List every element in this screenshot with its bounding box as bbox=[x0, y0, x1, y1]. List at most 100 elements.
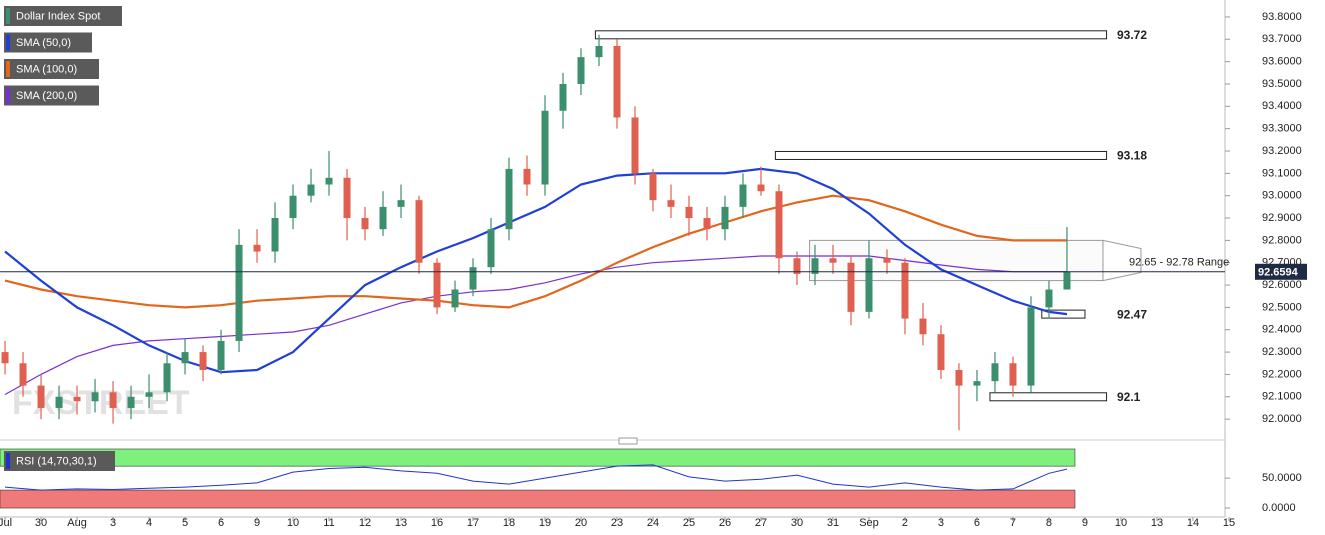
x-tick-label: 5 bbox=[182, 517, 188, 529]
candle-body bbox=[379, 206, 387, 230]
rsi-y-tick-label: 0.0000 bbox=[1262, 502, 1296, 514]
candle-body bbox=[793, 258, 801, 274]
candle-body bbox=[235, 244, 243, 341]
candle-body bbox=[73, 396, 81, 402]
x-tick-label: 7 bbox=[1010, 517, 1016, 529]
rsi-legend-swatch bbox=[6, 453, 10, 469]
legend-label: SMA (100,0) bbox=[16, 63, 77, 75]
candle-body bbox=[199, 352, 207, 370]
y-tick-label: 93.8000 bbox=[1262, 11, 1302, 23]
candle-body bbox=[505, 168, 513, 230]
legend-box[interactable] bbox=[4, 32, 92, 53]
x-tick-label: 30 bbox=[791, 517, 803, 529]
x-tick-label: Sep bbox=[859, 517, 879, 529]
candle-body bbox=[289, 195, 297, 219]
candle-body bbox=[577, 57, 585, 84]
panel-handle[interactable] bbox=[618, 437, 638, 445]
y-tick-label: 92.1000 bbox=[1262, 391, 1302, 403]
x-tick-label: 26 bbox=[719, 517, 731, 529]
legend-swatch bbox=[6, 8, 10, 24]
rsi-legend-label: RSI (14,70,30,1) bbox=[16, 455, 97, 467]
x-tick-label: 8 bbox=[1046, 517, 1052, 529]
x-tick-label: 13 bbox=[1151, 517, 1163, 529]
x-tick-label: 9 bbox=[254, 517, 260, 529]
level-label: 93.72 bbox=[1117, 28, 1147, 42]
x-tick-label: 18 bbox=[503, 517, 515, 529]
candle-body bbox=[685, 206, 693, 219]
y-tick-label: 92.8000 bbox=[1262, 234, 1302, 246]
candle-body bbox=[631, 117, 639, 174]
legend-box[interactable] bbox=[4, 85, 99, 106]
candle-body bbox=[325, 177, 333, 185]
candle-body bbox=[307, 184, 315, 196]
level-label: 92.1 bbox=[1117, 390, 1141, 404]
candle-body bbox=[973, 381, 981, 386]
candle-body bbox=[397, 200, 405, 207]
candle-body bbox=[109, 392, 117, 408]
y-tick-label: 93.6000 bbox=[1262, 56, 1302, 68]
candle-body bbox=[721, 206, 729, 230]
x-tick-label: 31 bbox=[827, 517, 839, 529]
candle-body bbox=[865, 258, 873, 312]
range-label: 92.65 - 92.78 Range bbox=[1129, 256, 1229, 268]
candle-body bbox=[163, 363, 171, 393]
y-tick-label: 92.2000 bbox=[1262, 368, 1302, 380]
y-tick-label: 93.7000 bbox=[1262, 33, 1302, 45]
y-tick-label: 92.9000 bbox=[1262, 212, 1302, 224]
y-tick-label: 93.0000 bbox=[1262, 190, 1302, 202]
candle-body bbox=[487, 229, 495, 268]
x-tick-label: 25 bbox=[683, 517, 695, 529]
candle-body bbox=[451, 289, 459, 308]
candle-body bbox=[1027, 307, 1035, 386]
x-tick-label: 17 bbox=[467, 517, 479, 529]
candle-body bbox=[433, 262, 441, 308]
x-tick-label: 3 bbox=[938, 517, 944, 529]
x-tick-label: 3 bbox=[110, 517, 116, 529]
x-tick-label: 16 bbox=[431, 517, 443, 529]
candle-body bbox=[757, 184, 765, 192]
candle-body bbox=[955, 369, 963, 386]
rsi-line bbox=[4, 464, 1068, 491]
candle-body bbox=[415, 200, 423, 263]
x-tick-label: 27 bbox=[755, 517, 767, 529]
y-tick-label: 92.6000 bbox=[1262, 279, 1302, 291]
candle-body bbox=[703, 218, 711, 230]
candle-body bbox=[217, 340, 225, 370]
level-label: 93.18 bbox=[1117, 149, 1147, 163]
legend-box[interactable] bbox=[4, 6, 122, 26]
x-tick-label: 14 bbox=[1187, 517, 1199, 529]
y-tick-label: 92.4000 bbox=[1262, 324, 1302, 336]
candle-body bbox=[145, 392, 153, 397]
x-tick-label: 24 bbox=[647, 517, 659, 529]
x-tick-label: 30 bbox=[35, 517, 47, 529]
candle-body bbox=[901, 262, 909, 319]
level-box bbox=[774, 150, 1108, 160]
legend-box[interactable] bbox=[4, 59, 99, 79]
y-tick-label: 92.5000 bbox=[1262, 301, 1302, 313]
legend-swatch bbox=[6, 87, 10, 104]
y-tick-label: 93.5000 bbox=[1262, 78, 1302, 90]
candle-body bbox=[919, 318, 927, 335]
legend-label: Dollar Index Spot bbox=[16, 10, 100, 22]
x-tick-label: Aug bbox=[67, 517, 87, 529]
candle-body bbox=[883, 258, 891, 263]
x-tick-label: 20 bbox=[575, 517, 587, 529]
rsi-legend-box[interactable] bbox=[4, 451, 115, 471]
x-tick-label: 23 bbox=[611, 517, 623, 529]
last-price-tag bbox=[1255, 263, 1307, 280]
candle-body bbox=[271, 218, 279, 252]
level-box bbox=[594, 30, 1108, 40]
x-tick-label: 9 bbox=[1082, 517, 1088, 529]
y-tick-label: 92.0000 bbox=[1262, 413, 1302, 425]
candle-body bbox=[91, 392, 99, 402]
candle-body bbox=[127, 396, 135, 408]
candle-body bbox=[55, 396, 63, 408]
y-tick-label: 93.2000 bbox=[1262, 145, 1302, 157]
x-tick-label: 2 bbox=[902, 517, 908, 529]
candle-body bbox=[595, 45, 603, 58]
level-label: 92.47 bbox=[1117, 307, 1147, 321]
candle-body bbox=[649, 173, 657, 201]
range-box bbox=[809, 239, 1104, 282]
